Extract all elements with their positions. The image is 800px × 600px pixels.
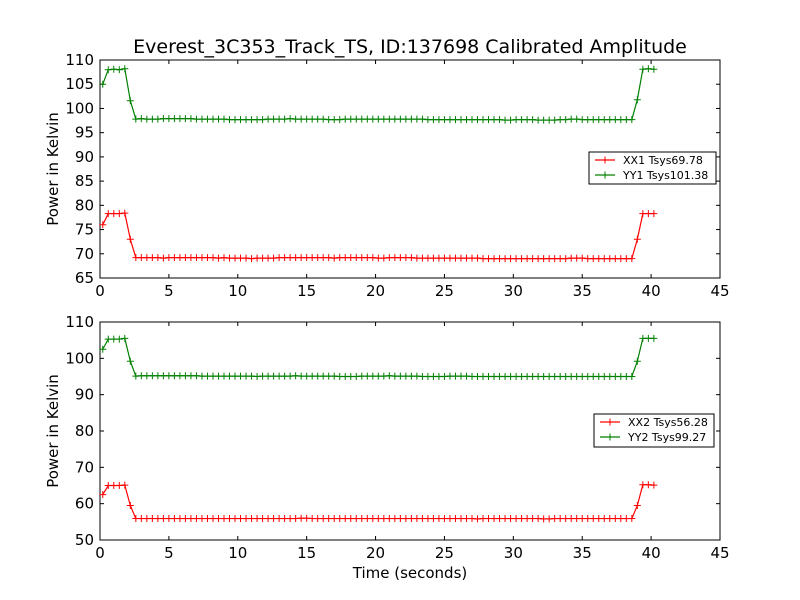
legend-1: XX1 Tsys69.78 YY1 Tsys101.38 (588, 151, 717, 185)
data-point (115, 66, 123, 74)
series-markers (99, 481, 658, 523)
x-tick-label: 10 (228, 282, 247, 300)
series-markers (99, 334, 658, 380)
series-group-2 (99, 334, 658, 523)
x-tick-label: 45 (710, 282, 729, 300)
series-group-1 (99, 65, 658, 263)
x-tick-label: 15 (297, 282, 316, 300)
y-axis-label-2: Power in Kelvin (44, 374, 62, 488)
data-point (99, 221, 107, 229)
legend-marker (606, 418, 614, 426)
legend-label: YY2 Tsys99.27 (627, 431, 706, 444)
data-point (650, 65, 658, 73)
y-tick-label: 80 (75, 422, 94, 440)
y-tick-label: 60 (75, 495, 94, 513)
legend-marker (601, 156, 609, 164)
x-tick-label: 10 (228, 544, 247, 562)
legend-label: XX1 Tsys69.78 (623, 154, 703, 167)
data-point (633, 96, 641, 104)
data-point (633, 235, 641, 243)
x-axis-label: Time (seconds) (352, 564, 468, 582)
x-tick-label: 25 (435, 282, 454, 300)
data-point (628, 373, 636, 380)
data-point (99, 80, 107, 88)
x-tick-label: 35 (573, 544, 592, 562)
y-tick-label: 80 (75, 196, 94, 214)
x-tick-label: 25 (435, 544, 454, 562)
x-tick-label: 45 (710, 544, 729, 562)
x-tick-label: 35 (573, 282, 592, 300)
y-tick-label: 110 (65, 313, 94, 331)
data-point (99, 345, 107, 353)
x-tick-label: 20 (366, 282, 385, 300)
y-tick-label: 100 (65, 99, 94, 117)
data-point (126, 501, 134, 509)
data-point (126, 97, 134, 105)
series-markers (99, 65, 658, 124)
y-tick-label: 110 (65, 51, 94, 69)
chart-title: Everest_3C353_Track_TS, ID:137698 Calibr… (133, 36, 687, 58)
x-tick-label: 30 (504, 282, 523, 300)
data-point (650, 210, 658, 218)
y-tick-label: 90 (75, 148, 94, 166)
data-point (121, 209, 129, 217)
chart-1: 0 5 10 15 20 25 30 35 40 45 65 70 75 80 85 90 95 100 105 11… (44, 51, 730, 300)
x-tick-label: 15 (297, 544, 316, 562)
legend-label: XX2 Tsys56.28 (628, 416, 708, 429)
data-point (650, 481, 658, 489)
y-tick-label: 85 (75, 172, 94, 190)
x-tick-label: 40 (642, 282, 661, 300)
data-point (628, 515, 636, 523)
data-point (121, 334, 129, 342)
y-axis-label-1: Power in Kelvin (44, 112, 62, 226)
x-tick-label: 0 (95, 544, 105, 562)
data-point (633, 357, 641, 365)
y-tick-label: 70 (75, 458, 94, 476)
series-markers (99, 209, 658, 263)
y-tick-label: 50 (75, 531, 94, 549)
chart-2: 0 5 10 15 20 25 30 35 40 45 50 60 70 80 90 100 110 Power… (44, 313, 730, 582)
data-point (121, 481, 129, 489)
axes-1: 0 5 10 15 20 25 30 35 40 45 65 70 75 80 85 90 95 100 105 11… (65, 51, 729, 300)
data-point (99, 491, 107, 499)
y-tick-label: 105 (65, 75, 94, 93)
axes-2: 0 5 10 15 20 25 30 35 40 45 50 60 70 80 90 100 110 (65, 313, 729, 562)
data-point (121, 65, 129, 73)
y-tick-label: 70 (75, 245, 94, 263)
legend-marker (601, 171, 609, 179)
data-point (628, 255, 636, 263)
data-point (126, 357, 134, 365)
y-tick-label: 95 (75, 124, 94, 142)
x-tick-label: 30 (504, 544, 523, 562)
y-tick-label: 100 (65, 349, 94, 367)
legend-marker (606, 433, 614, 441)
legend-2: XX2 Tsys56.28 YY2 Tsys99.27 (593, 413, 715, 448)
data-point (115, 335, 123, 343)
data-point (650, 334, 658, 342)
x-tick-label: 20 (366, 544, 385, 562)
x-tick-label: 40 (642, 544, 661, 562)
x-tick-label: 0 (95, 282, 105, 300)
data-point (628, 116, 636, 124)
y-tick-label: 65 (75, 269, 94, 287)
legend-label: YY1 Tsys101.38 (622, 169, 708, 182)
x-tick-label: 5 (164, 282, 174, 300)
x-tick-label: 5 (164, 544, 174, 562)
data-point (633, 501, 641, 509)
data-point (126, 235, 134, 243)
y-tick-label: 75 (75, 221, 94, 239)
y-tick-label: 90 (75, 386, 94, 404)
